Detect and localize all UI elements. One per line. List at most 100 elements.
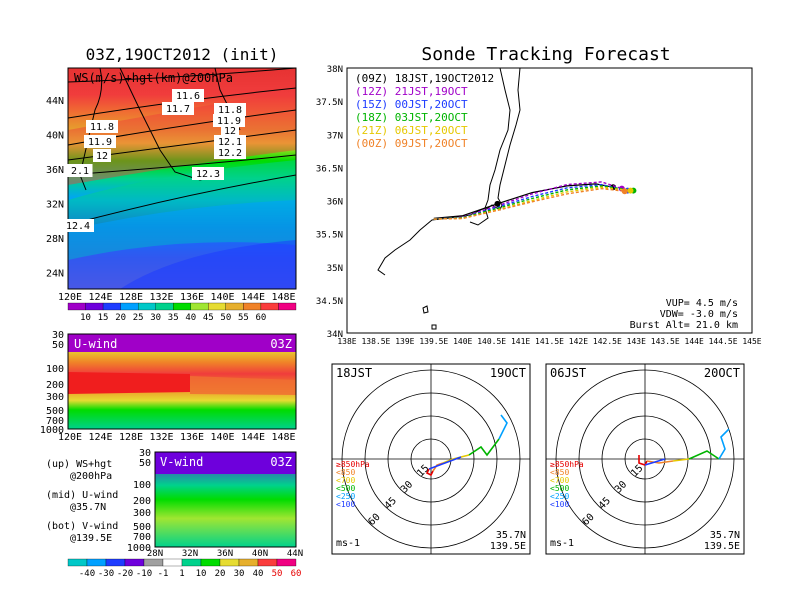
hodo-time: 06JST xyxy=(550,366,586,380)
track-endpoint xyxy=(621,188,628,195)
map-x-tick: 143.5E xyxy=(651,337,680,346)
hodo-unit: ms-1 xyxy=(550,538,574,549)
ws-contour xyxy=(67,67,297,83)
contour-label: 12.3 xyxy=(196,169,220,180)
u-top-band xyxy=(68,334,296,352)
contour-label: 11.9 xyxy=(88,137,112,148)
contour-label-bg xyxy=(214,103,246,116)
uv-colorbar-label: -1 xyxy=(158,569,169,579)
hodo-level: <100 xyxy=(336,500,355,509)
hodograph-18jst: 18JST 19OCT15304560≥850hPa<850<700<500<25… xyxy=(331,363,531,555)
contour-label: 12 xyxy=(96,151,108,162)
hodo-level: <500 xyxy=(550,484,569,493)
v-y-tick: 700 xyxy=(133,532,151,543)
map-info-line: Burst Alt= 21.0 km xyxy=(630,320,738,331)
ws-colorbar-swatch xyxy=(278,302,297,311)
boso-peninsula xyxy=(469,207,489,226)
contour-label-bg xyxy=(221,124,239,137)
hodo-level: <850 xyxy=(336,468,355,477)
v-x-tick: 32N xyxy=(182,549,198,559)
u-y-tick: 50 xyxy=(52,340,64,351)
hodo-trace xyxy=(672,458,690,462)
hodo-unit: ms-1 xyxy=(336,538,360,549)
ws-x-tick: 136E xyxy=(180,292,204,303)
hodo-date: 20OCT xyxy=(704,366,740,380)
map-x-tick: 138.5E xyxy=(361,337,390,346)
map-y-tick: 37N xyxy=(327,131,343,141)
contour-label: 11.8 xyxy=(90,122,114,133)
ws-x-tick: 120E xyxy=(58,292,82,303)
ws-y-tick: 32N xyxy=(46,200,64,211)
map-x-tick: 143E xyxy=(627,337,646,346)
hodo-level: <250 xyxy=(550,492,569,501)
panel-notes: (up) WS+hgt@200hPa (mid) U-wind@35.7N (bot… xyxy=(46,459,118,544)
legend-entry: (00Z) 09JST,20OCT xyxy=(355,137,468,150)
map-x-tick: 144.5E xyxy=(709,337,738,346)
uv-colorbar-swatch xyxy=(257,558,278,567)
hodo-level: <100 xyxy=(550,500,569,509)
ws-colorbar-swatch xyxy=(243,302,262,311)
u-jet-core xyxy=(68,372,190,394)
ws-colorbar-label: 45 xyxy=(203,313,214,323)
map-x-tick: 141.5E xyxy=(535,337,564,346)
map-x-tick: 145E xyxy=(742,337,761,346)
ws-x-tick: 124E xyxy=(88,292,112,303)
note-line: @35.7N xyxy=(70,502,106,513)
v-time: 03Z xyxy=(270,455,292,469)
ws-colorbar-label: 10 xyxy=(80,313,91,323)
uv-colorbar-swatch xyxy=(124,558,145,567)
u-y-tick: 1000 xyxy=(40,425,64,436)
contour-label-bg xyxy=(162,102,194,115)
contour-label: 12 xyxy=(224,126,236,137)
hodo-level: <250 xyxy=(336,492,355,501)
ws-colorbar-swatch xyxy=(225,302,244,311)
map-x-tick: 139.5E xyxy=(419,337,448,346)
map-y-tick: 36N xyxy=(327,198,343,208)
hodo-title-bg xyxy=(693,365,743,380)
contour-label-bg xyxy=(172,89,204,102)
uv-colorbar-label: -10 xyxy=(136,569,152,579)
hodo-level: <850 xyxy=(550,468,569,477)
u-x-tick: 132E xyxy=(149,432,173,443)
u-x-tick: 136E xyxy=(180,432,204,443)
map-y-tick: 37.5N xyxy=(316,98,343,108)
track-line xyxy=(433,183,614,219)
legend-entry: (18Z) 03JST,20OCT xyxy=(355,111,468,124)
ws-colorbar-label: 15 xyxy=(98,313,109,323)
map-y-tick: 38N xyxy=(327,65,343,75)
map-x-tick: 141E xyxy=(511,337,530,346)
ws-contour xyxy=(67,154,297,176)
u-x-tick: 148E xyxy=(271,432,295,443)
ws-panel: WS(m/s)+hgt(km)@200hPa 11.611.7 11.811.91… xyxy=(46,67,297,303)
uv-colorbar: -40 -30 -20 -10 -1 1 10 20 30 40 50 60 xyxy=(67,558,301,579)
v-top-band xyxy=(155,452,296,474)
ws-x-tick: 128E xyxy=(119,292,143,303)
uv-colorbar-swatch xyxy=(200,558,221,567)
hodo-trace xyxy=(428,456,462,470)
ws-x-tick: 132E xyxy=(149,292,173,303)
uv-colorbar-label: -40 xyxy=(79,569,95,579)
u-frame xyxy=(67,333,297,430)
v-y-tick: 500 xyxy=(133,522,151,533)
ws-colorbar-swatch xyxy=(260,302,279,311)
left-title: 03Z,19OCT2012 (init) xyxy=(86,45,279,64)
hodo-lat: 35.7N xyxy=(710,530,740,541)
hodo-lat: 35.7N xyxy=(496,530,526,541)
u-x-tick: 120E xyxy=(58,432,82,443)
ws-contour-labels: 11.611.7 11.811.911.811.9121212.112.212.3… xyxy=(62,89,246,232)
u-x-tick: 124E xyxy=(88,432,112,443)
u-jet-tail xyxy=(190,376,296,395)
hodo-lon: 139.5E xyxy=(704,541,740,552)
map-y-tick: 35N xyxy=(327,264,343,274)
hodo-lon: 139.5E xyxy=(490,541,526,552)
hodo-level: <700 xyxy=(550,476,569,485)
contour-label: 11.6 xyxy=(176,91,200,102)
u-time: 03Z xyxy=(270,337,292,351)
v-y-tick: 1000 xyxy=(127,543,151,554)
hodo-title-bg xyxy=(479,365,529,380)
